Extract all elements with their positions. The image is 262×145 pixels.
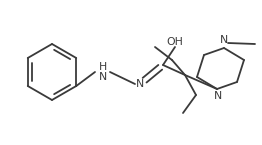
Text: N: N [220, 35, 228, 45]
Text: N: N [214, 91, 222, 101]
Text: H
N: H N [99, 62, 107, 82]
Text: N: N [136, 79, 144, 89]
Text: OH: OH [167, 37, 183, 47]
